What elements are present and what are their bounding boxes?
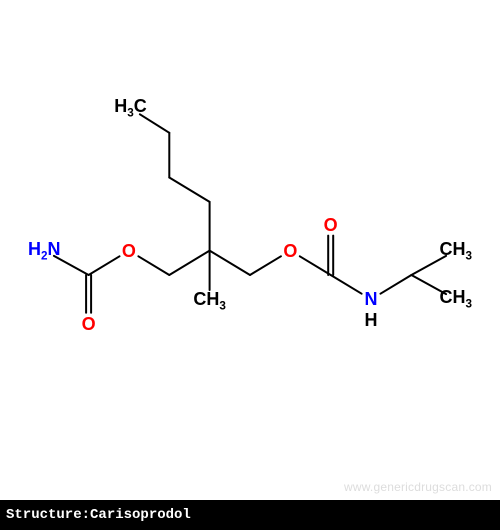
atom-label-CH3_quat: CH3 xyxy=(193,290,226,312)
atom-label-NH2_left: H2N xyxy=(28,239,61,261)
atom-label-O_ester_L: O xyxy=(122,242,136,260)
atom-label-H_on_N: H xyxy=(365,311,378,329)
caption-prefix: Structure: xyxy=(6,507,90,523)
atom-label-CH3_iPr_u: CH3 xyxy=(440,239,473,261)
atom-label-H3C_top: H3C xyxy=(114,97,147,119)
atom-label-O_ester_R: O xyxy=(283,242,297,260)
watermark-text: www.genericdrugscan.com xyxy=(344,480,492,494)
molecule-canvas: H2N O O CH3 H3C O O NH CH3 CH3 www.genericdrugsca… xyxy=(0,0,500,500)
caption-bar: Structure: Carisoprodol xyxy=(0,500,500,530)
atom-label-O_dbl_L: O xyxy=(82,315,96,333)
bond-layer xyxy=(0,0,500,500)
atom-label-O_dbl_R: O xyxy=(324,216,338,234)
atom-label-CH3_iPr_d: CH3 xyxy=(440,288,473,310)
atom-label-N_right: N xyxy=(365,290,378,308)
caption-text: Carisoprodol xyxy=(90,507,191,523)
